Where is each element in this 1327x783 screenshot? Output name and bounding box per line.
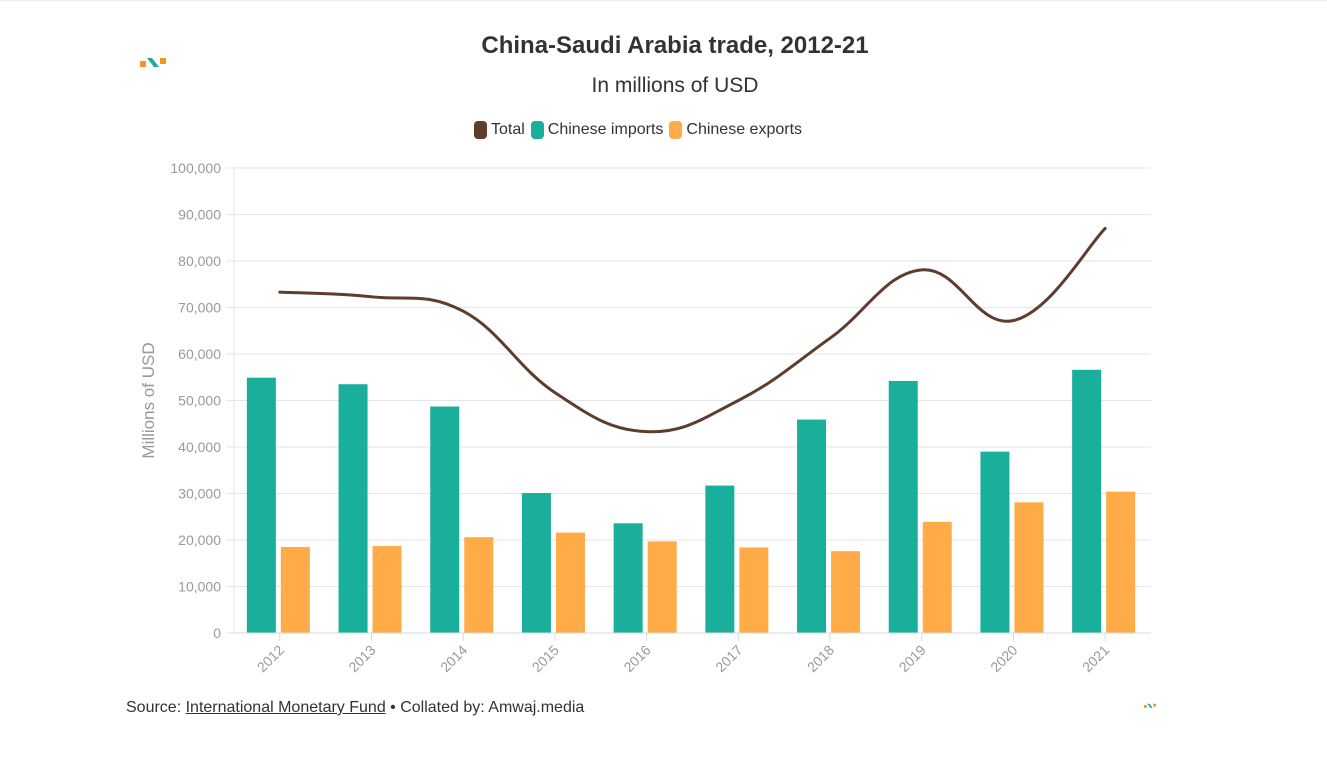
source-prefix: Source: — [126, 699, 186, 716]
legend-label-total: Total — [490, 121, 525, 138]
series-line-total — [278, 226, 1107, 434]
source-link[interactable]: International Monetary Fund — [185, 699, 386, 716]
legend-swatch-imports — [530, 121, 544, 139]
bar-exports — [555, 532, 585, 633]
bar-imports — [338, 384, 368, 633]
bar-imports — [1072, 369, 1102, 633]
bar-exports — [647, 541, 677, 633]
y-tick-label: 70,000 — [178, 300, 221, 316]
chart-legend: Total Chinese imports Chinese exports — [0, 121, 1276, 139]
x-tick-label: 2015 — [529, 642, 562, 675]
x-tick-label: 2018 — [804, 642, 837, 675]
top-divider — [0, 0, 1327, 1]
bar-exports — [1106, 491, 1136, 633]
y-tick-label: 20,000 — [178, 532, 221, 548]
y-tick-label: 90,000 — [178, 207, 221, 223]
y-tick-label: 0 — [213, 625, 221, 641]
logo-bottom — [1144, 703, 1156, 709]
y-tick-label: 60,000 — [178, 346, 221, 362]
x-tick-label: 2019 — [896, 642, 929, 675]
legend-item-imports[interactable]: Chinese imports — [530, 121, 664, 139]
x-tick-label: 2012 — [254, 642, 287, 675]
chart-subtitle: In millions of USD — [591, 74, 759, 97]
logo-top — [140, 57, 166, 69]
x-tick-label: 2017 — [712, 642, 745, 675]
x-tick-label: 2013 — [345, 642, 378, 675]
bar-imports — [246, 377, 276, 633]
bar-imports — [797, 419, 827, 633]
bar-exports — [1014, 502, 1044, 633]
legend-swatch-total — [473, 121, 487, 139]
y-tick-label: 80,000 — [178, 253, 221, 269]
bar-exports — [280, 546, 310, 633]
bar-exports — [372, 546, 402, 633]
amwaj-logo-icon — [140, 58, 166, 67]
bar-imports — [521, 493, 551, 633]
bar-exports — [831, 551, 861, 633]
y-tick-label: 40,000 — [178, 439, 221, 455]
amwaj-logo-small-icon — [1144, 703, 1156, 708]
x-tick-label: 2016 — [620, 642, 653, 675]
y-tick-label: 30,000 — [178, 486, 221, 502]
legend-item-total[interactable]: Total — [473, 121, 525, 139]
chart-title: China-Saudi Arabia trade, 2012-21 — [481, 32, 869, 59]
x-tick-label: 2014 — [437, 642, 470, 675]
y-tick-label: 100,000 — [170, 160, 221, 176]
legend-label-exports: Chinese exports — [686, 121, 803, 138]
y-axis-title: Millions of USD — [139, 342, 158, 458]
legend-item-exports[interactable]: Chinese exports — [669, 121, 802, 139]
bar-exports — [464, 537, 494, 633]
source-footer: Source: International Monetary Fund • Co… — [126, 699, 584, 717]
collated-by: • Collated by: Amwaj.media — [385, 699, 585, 716]
bar-imports — [430, 406, 460, 633]
legend-swatch-exports — [669, 121, 683, 139]
bar-imports — [613, 523, 643, 633]
bar-exports — [739, 547, 769, 633]
legend-label-imports: Chinese imports — [547, 121, 664, 138]
bar-imports — [980, 451, 1010, 633]
bar-imports — [888, 380, 918, 633]
bar-imports — [705, 485, 735, 633]
x-tick-label: 2020 — [987, 642, 1020, 675]
y-tick-label: 10,000 — [178, 579, 221, 595]
bar-exports — [922, 521, 952, 633]
x-tick-label: 2021 — [1079, 642, 1112, 675]
y-tick-label: 50,000 — [178, 393, 221, 409]
